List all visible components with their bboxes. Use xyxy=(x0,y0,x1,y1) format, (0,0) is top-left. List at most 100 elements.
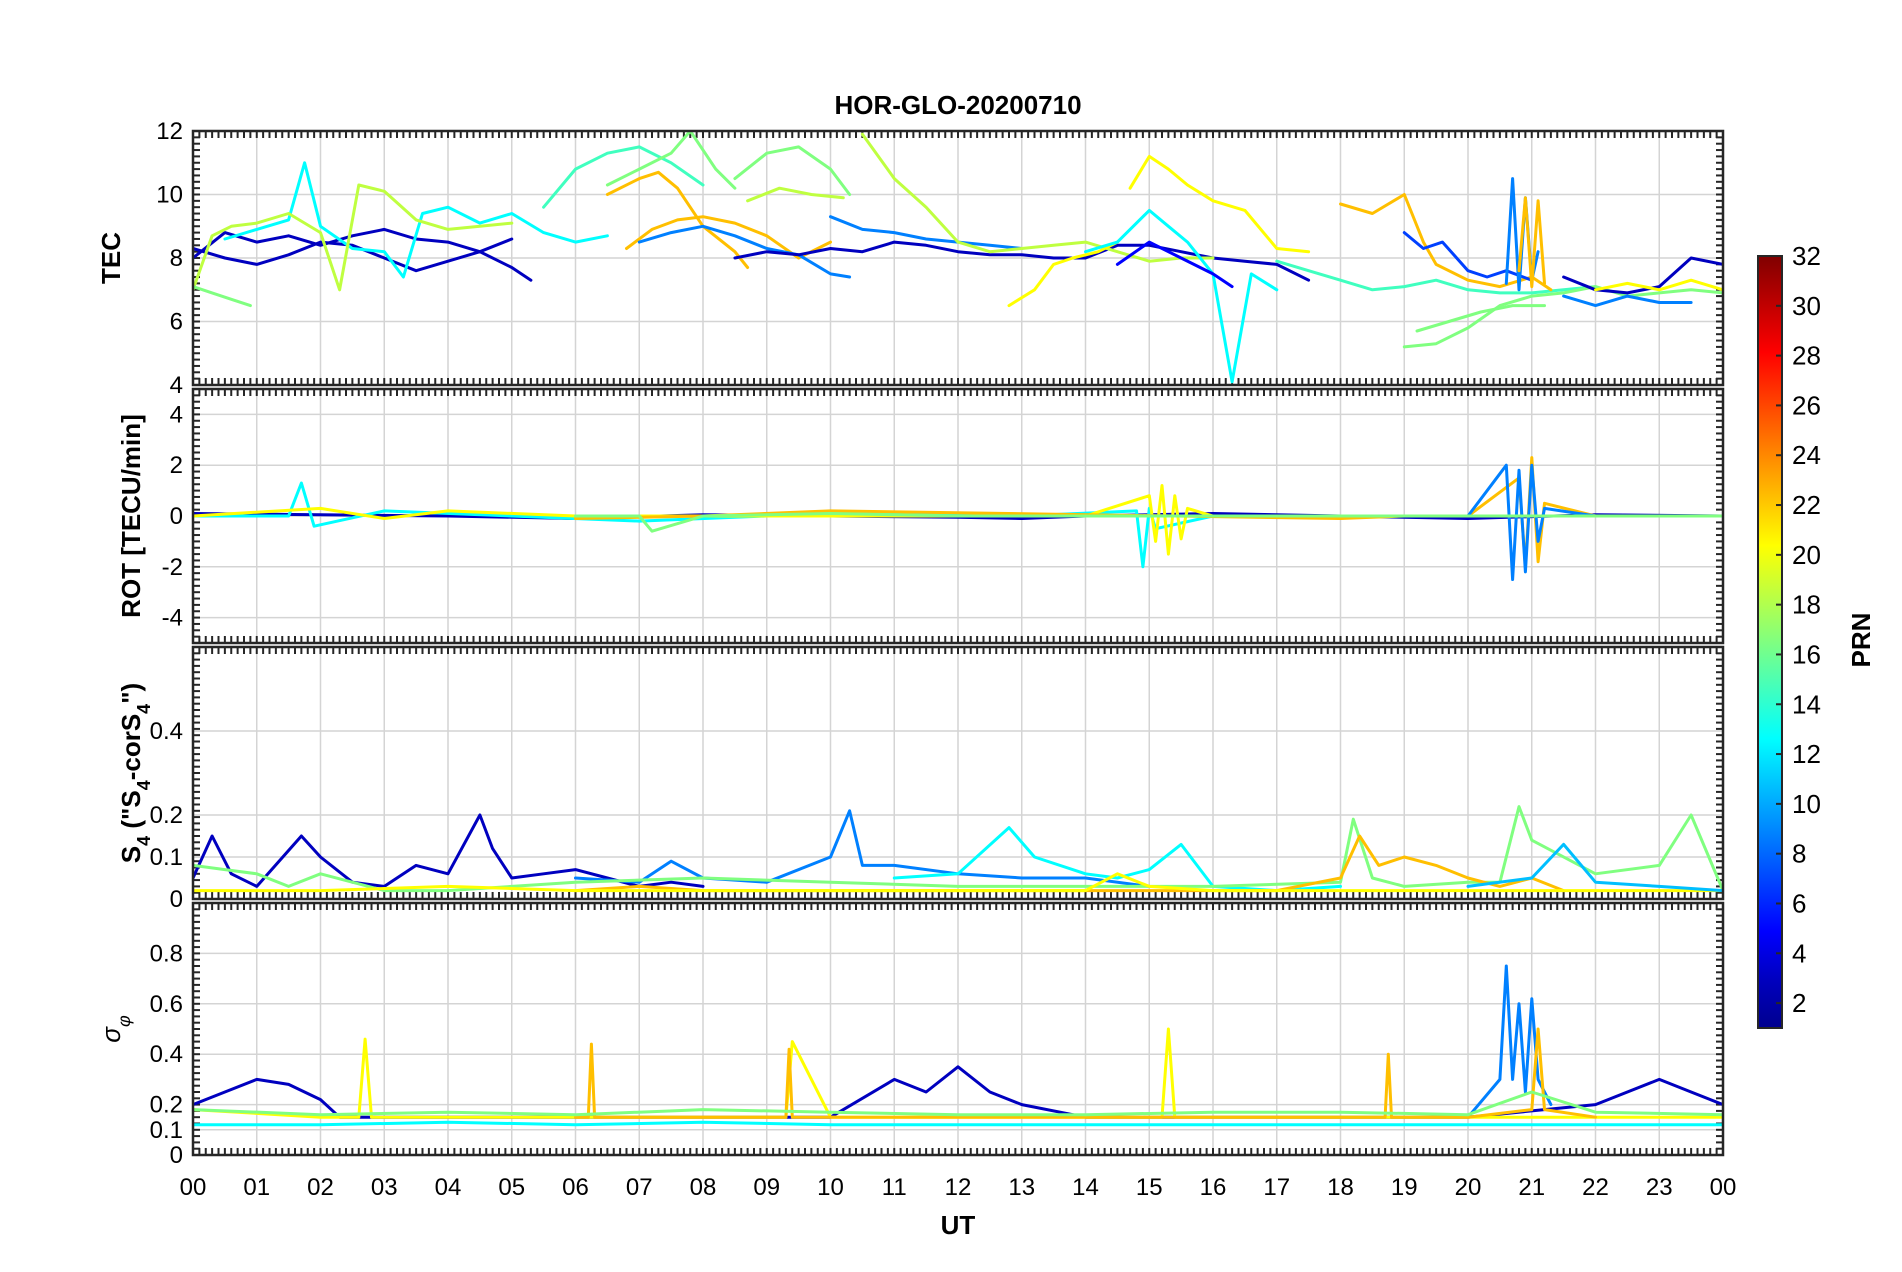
panel-rot: -4 -2 0 2 4 ROT [TECU/min] xyxy=(116,387,1725,645)
y-tick-label: 12 xyxy=(156,118,183,145)
series-tec-prn-17 xyxy=(193,285,252,308)
x-tick-label: 18 xyxy=(1327,1174,1354,1201)
series-tec-prn-8 xyxy=(637,224,852,279)
colorbar-tick-label: 32 xyxy=(1792,241,1821,271)
y-tick-label: 2 xyxy=(170,452,183,479)
x-tick-label: 22 xyxy=(1582,1174,1609,1201)
colorbar-tick-label: 10 xyxy=(1792,789,1821,819)
series-tec-prn-14 xyxy=(542,145,705,209)
colorbar-tick-label: 12 xyxy=(1792,739,1821,769)
x-axis-label: UT xyxy=(941,1210,976,1240)
y-axis-label-rot: ROT [TECU/min] xyxy=(116,414,146,618)
y-tick-label: 10 xyxy=(156,182,183,209)
x-tick-label: 08 xyxy=(690,1174,717,1201)
series-tec-prn-15 xyxy=(1275,259,1597,295)
axes-frame-s4 xyxy=(191,645,1725,901)
series-tec-prn-5 xyxy=(1115,240,1234,289)
x-tick-label: 00 xyxy=(180,1174,207,1201)
series-group-sigphi xyxy=(193,964,1723,1127)
series-tec-prn-12 xyxy=(223,161,609,279)
x-tick-label: 07 xyxy=(626,1174,653,1201)
colorbar-tick-label: 20 xyxy=(1792,540,1821,570)
series-s4-prn-8 xyxy=(574,809,1151,888)
y-tick-label: 0.1 xyxy=(150,1117,183,1144)
series-tec-prn-18 xyxy=(860,132,1215,263)
colorbar-tick-label: 18 xyxy=(1792,590,1821,620)
x-tick-label: 02 xyxy=(307,1174,334,1201)
colorbar-tick-label: 4 xyxy=(1792,938,1806,968)
colorbar-tick-label: 22 xyxy=(1792,490,1821,520)
series-tec-prn-23 xyxy=(1517,196,1546,289)
series-tec-prn-23 xyxy=(605,170,750,269)
y-tick-label: 0.4 xyxy=(150,1041,183,1068)
x-tick-label: 11 xyxy=(882,1174,907,1201)
panel-tec: 4 6 8 10 12 TEC xyxy=(96,118,1725,399)
x-tick-label: 15 xyxy=(1136,1174,1163,1201)
y-axis-label-tec: TEC xyxy=(96,232,126,284)
series-tec-prn-20 xyxy=(1007,240,1119,308)
y-tick-label: 0.2 xyxy=(150,1092,183,1119)
series-tec-prn-18 xyxy=(746,186,845,203)
colorbar-label: PRN xyxy=(1846,613,1876,668)
series-tec-prn-2 xyxy=(193,227,514,260)
x-tick-label: 19 xyxy=(1391,1174,1418,1201)
chart-title: HOR-GLO-20200710 xyxy=(834,90,1081,120)
y-tick-label: 8 xyxy=(170,245,183,272)
series-tec-prn-20 xyxy=(1594,278,1723,292)
x-tick-label: 09 xyxy=(753,1174,780,1201)
x-tick-label: 17 xyxy=(1263,1174,1290,1201)
series-tec-prn-8 xyxy=(1562,294,1693,308)
x-tick-label: 04 xyxy=(435,1174,462,1201)
series-s4-prn-11 xyxy=(1466,842,1723,893)
x-tick-label: 23 xyxy=(1646,1174,1673,1201)
colorbar-tick-label: 24 xyxy=(1792,440,1821,470)
y-tick-label: 0.1 xyxy=(150,844,183,871)
series-s4-prn-3 xyxy=(193,813,705,888)
y-tick-label: 4 xyxy=(170,401,183,428)
series-group-s4 xyxy=(193,805,1723,893)
series-tec-prn-19 xyxy=(193,183,514,292)
series-sigphi-prn-12 xyxy=(193,1120,1723,1127)
series-group-rot xyxy=(193,456,1723,581)
colorbar-tick-label: 28 xyxy=(1792,341,1821,371)
series-rot-prn-9 xyxy=(1466,463,1597,581)
y-tick-label: 0 xyxy=(170,886,183,913)
series-tec-prn-16 xyxy=(605,131,737,190)
y-tick-label: 0 xyxy=(170,1142,183,1169)
axes-frame-tec xyxy=(191,129,1725,387)
colorbar-tick-label: 30 xyxy=(1792,291,1821,321)
series-rot-prn-22 xyxy=(574,456,1597,569)
series-tec-prn-16 xyxy=(733,145,852,196)
colorbar-tick-label: 26 xyxy=(1792,390,1821,420)
series-s4-prn-20 xyxy=(193,872,1723,893)
colorbar-tick-label: 8 xyxy=(1792,839,1806,869)
colorbar-tick-label: 14 xyxy=(1792,689,1821,719)
series-tec-prn-8 xyxy=(829,215,1024,250)
axes-frame-rot xyxy=(191,387,1725,645)
y-tick-label: 6 xyxy=(170,309,183,336)
grid-s4 xyxy=(193,647,1723,899)
colorbar-gradient xyxy=(1758,256,1782,1028)
y-axis-label-s4: S4 ("S4-corS4") xyxy=(116,683,154,863)
y-tick-label: -2 xyxy=(162,554,183,581)
x-tick-label: 10 xyxy=(817,1174,844,1201)
series-sigphi-prn-22 xyxy=(574,1027,1597,1119)
x-tick-label: 20 xyxy=(1455,1174,1482,1201)
y-tick-label: 0.2 xyxy=(150,802,183,829)
series-rot-prn-17 xyxy=(574,512,1723,533)
series-tec-prn-3 xyxy=(1562,256,1723,295)
series-tec-prn-13 xyxy=(1084,208,1279,384)
y-tick-label: 0.6 xyxy=(150,991,183,1018)
x-tick-label: 13 xyxy=(1008,1174,1035,1201)
y-tick-label: 0.4 xyxy=(150,718,183,745)
y-tick-label: 0 xyxy=(170,503,183,530)
colorbar-frame xyxy=(1757,255,1783,1029)
series-tec-prn-21 xyxy=(1128,154,1311,254)
y-tick-label: -4 xyxy=(162,605,183,632)
x-tick-label: 01 xyxy=(243,1174,270,1201)
panel-sigphi: 00.10.2 0.4 0.6 0.8 σφ xyxy=(96,901,1725,1169)
x-tick-label: 12 xyxy=(945,1174,972,1201)
y-axis-label-sigphi: σφ xyxy=(96,1015,134,1043)
panel-s4: 0 0.1 0.2 0.4S4 ("S4-corS4") xyxy=(116,645,1725,913)
